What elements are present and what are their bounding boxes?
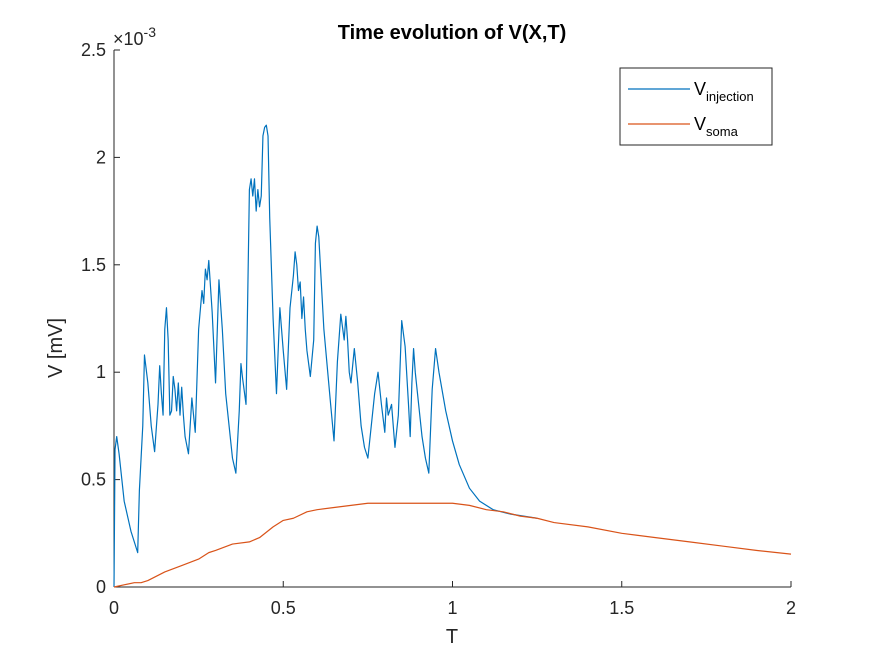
y-tick-label: 0 [96,577,106,597]
y-tick-label: 2 [96,147,106,167]
y-tick-label: 1 [96,362,106,382]
series-line-injection [113,124,538,588]
legend-label-soma-sub: soma [706,124,739,139]
legend-label-injection: Vinjection [694,79,754,104]
legend-label-injection-main: V [694,79,706,99]
x-tick-label: 0.5 [271,598,296,618]
x-axis-label: T [446,626,458,648]
x-tick-label: 0 [109,598,119,618]
y-exponent: ×10-3 [113,24,156,49]
x-tick-label: 2 [786,598,796,618]
svg-text:×10-3: ×10-3 [113,24,156,49]
series-line-soma [113,502,792,588]
y-axis-label: V [mV] [45,318,67,378]
x-tick-label: 1 [447,598,457,618]
legend-label-injection-sub: injection [706,89,754,104]
y-exponent-base: ×10 [113,29,144,49]
legend-label-soma: Vsoma [694,114,739,139]
x-tick-label: 1.5 [609,598,634,618]
y-tick-label: 1.5 [81,255,106,275]
legend-label-soma-main: V [694,114,706,134]
y-exponent-power: -3 [144,24,157,40]
legend-box [619,67,773,146]
plot-area: 0 0.5 1 1.5 2 0 0.5 1 1.5 2 2.5 [81,40,796,618]
y-tick-label: 2.5 [81,40,106,60]
legend: Vinjection Vsoma [619,67,773,146]
y-tick-label: 0.5 [81,470,106,490]
chart-title: Time evolution of V(X,T) [338,22,567,44]
